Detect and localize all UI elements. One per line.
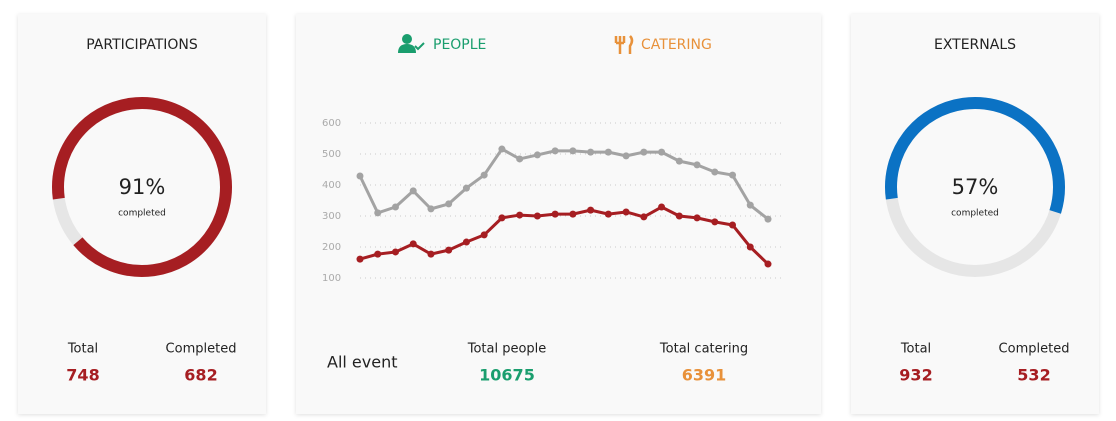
data-point bbox=[533, 212, 541, 220]
catering-icon bbox=[614, 35, 634, 54]
data-point bbox=[604, 210, 612, 218]
data-point bbox=[587, 148, 595, 156]
data-point bbox=[746, 243, 754, 251]
people-icon bbox=[398, 34, 425, 53]
data-point bbox=[391, 248, 399, 256]
y-tick-label: 400 bbox=[322, 180, 341, 191]
stat-value: 748 bbox=[66, 366, 99, 385]
donut-caption: completed bbox=[951, 209, 999, 219]
data-point bbox=[764, 260, 772, 268]
data-point bbox=[622, 208, 630, 216]
data-point bbox=[569, 147, 577, 155]
data-point bbox=[640, 213, 648, 221]
data-point bbox=[409, 187, 417, 195]
data-point bbox=[374, 250, 382, 258]
data-point bbox=[427, 250, 435, 258]
data-point bbox=[569, 210, 577, 218]
stat-value: 932 bbox=[899, 366, 932, 385]
data-point bbox=[356, 255, 364, 263]
data-point bbox=[640, 148, 648, 156]
donut-value: 57% bbox=[952, 175, 999, 199]
data-point bbox=[604, 148, 612, 156]
y-tick-label: 500 bbox=[322, 149, 341, 160]
data-point bbox=[675, 157, 683, 165]
y-tick-label: 300 bbox=[322, 211, 341, 222]
card-title: PARTICIPATIONS bbox=[86, 37, 198, 53]
stat-label: Completed bbox=[166, 342, 237, 357]
legend-label: CATERING bbox=[641, 37, 712, 53]
data-point bbox=[409, 240, 417, 248]
total-value: 10675 bbox=[479, 366, 535, 385]
data-point bbox=[729, 171, 737, 179]
data-point bbox=[693, 214, 701, 222]
data-point bbox=[551, 210, 559, 218]
data-point bbox=[693, 161, 701, 169]
stat-label: Total bbox=[900, 342, 931, 357]
data-point bbox=[533, 151, 541, 159]
stat-label: Total bbox=[67, 342, 98, 357]
data-point bbox=[587, 206, 595, 214]
data-point bbox=[729, 221, 737, 229]
data-point bbox=[516, 211, 524, 219]
total-label: Total people bbox=[467, 342, 547, 357]
footer-title: All event bbox=[327, 353, 398, 372]
legend-label: PEOPLE bbox=[433, 37, 486, 53]
data-point bbox=[658, 203, 666, 211]
data-point bbox=[764, 215, 772, 223]
data-point bbox=[462, 184, 470, 192]
stat-value: 532 bbox=[1017, 366, 1050, 385]
data-point bbox=[462, 238, 470, 246]
donut-arc bbox=[52, 97, 233, 277]
data-point bbox=[711, 168, 719, 176]
total-label: Total catering bbox=[659, 342, 748, 357]
data-point bbox=[658, 148, 666, 156]
data-point bbox=[675, 212, 683, 220]
data-point bbox=[622, 152, 630, 160]
y-tick-label: 600 bbox=[322, 118, 341, 129]
total-value: 6391 bbox=[682, 366, 727, 385]
data-point bbox=[480, 171, 488, 179]
data-point bbox=[711, 218, 719, 226]
donut-caption: completed bbox=[118, 209, 166, 219]
data-point bbox=[480, 231, 488, 239]
data-point bbox=[356, 172, 364, 180]
data-point bbox=[498, 214, 506, 222]
data-point bbox=[391, 203, 399, 211]
data-point bbox=[516, 155, 524, 163]
donut-arc bbox=[885, 97, 1065, 277]
stat-label: Completed bbox=[999, 342, 1070, 357]
data-point bbox=[374, 209, 382, 217]
data-point bbox=[427, 205, 435, 213]
y-tick-label: 100 bbox=[322, 273, 341, 284]
data-point bbox=[746, 201, 754, 209]
card-title: EXTERNALS bbox=[934, 37, 1016, 53]
stat-value: 682 bbox=[184, 366, 217, 385]
data-point bbox=[498, 145, 506, 153]
donut-value: 91% bbox=[119, 175, 166, 199]
data-point bbox=[445, 246, 453, 254]
data-point bbox=[445, 200, 453, 208]
data-point bbox=[551, 147, 559, 155]
y-tick-label: 200 bbox=[322, 242, 341, 253]
